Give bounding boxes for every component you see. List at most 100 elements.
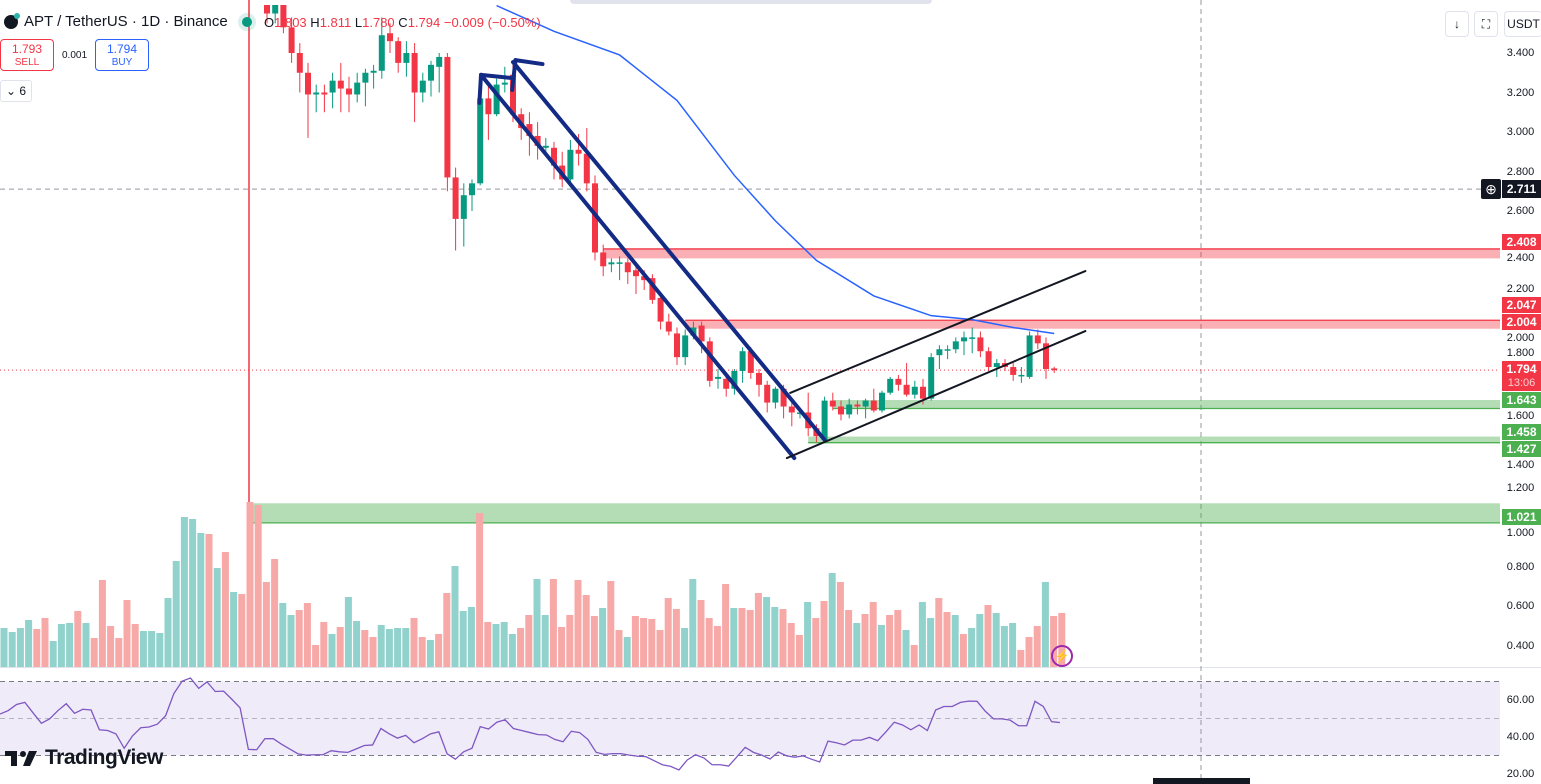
indicators-toggle[interactable]: ⌄ 6: [0, 80, 33, 102]
candle-body: [633, 270, 639, 277]
price-tick-label: 1.400: [1500, 457, 1541, 472]
price-tag-green: 1.643: [1502, 391, 1541, 408]
candle-body: [583, 153, 590, 184]
volume-bar: [525, 615, 533, 667]
sell-label: SELL: [14, 57, 40, 68]
volume-bar: [57, 624, 65, 667]
price-tick-label: 1.800: [1500, 345, 1541, 360]
volume-bar: [607, 581, 615, 667]
candle-body: [428, 64, 434, 81]
tradingview-logo[interactable]: TradingView: [5, 746, 163, 770]
candle-body: [1051, 368, 1058, 371]
volume-bar: [951, 615, 959, 667]
volume-bar: [254, 505, 262, 667]
market-status-icon[interactable]: [241, 16, 252, 27]
volume-bar: [853, 623, 861, 667]
volume-bar: [123, 600, 131, 667]
volume-bar: [1017, 650, 1025, 667]
add-alert-plus-icon[interactable]: ⊕: [1481, 179, 1501, 200]
zone-red: [603, 248, 1500, 259]
spread-value: 0.001: [61, 49, 88, 61]
volume-bar: [377, 625, 385, 667]
symbol-header[interactable]: APT / TetherUS · 1D · Binance: [4, 12, 260, 30]
scroll-to-latest-button[interactable]: ↓: [1445, 11, 1469, 37]
price-tick-label: 3.000: [1500, 125, 1541, 139]
volume-bar: [886, 615, 894, 667]
volume-bar: [722, 584, 730, 667]
candle-body: [329, 80, 336, 93]
lightning-icon[interactable]: ⚡: [1051, 645, 1073, 667]
candle-body: [395, 41, 402, 63]
volume-bar: [836, 582, 844, 667]
price-tick-label: 0.600: [1500, 599, 1541, 613]
candle-body: [780, 388, 787, 407]
moving-average-line: [496, 5, 1055, 335]
volume-bar: [910, 645, 918, 667]
volume-bar: [320, 622, 328, 667]
price-tag-crosshair: 2.711: [1502, 180, 1541, 199]
volume-bar: [312, 645, 320, 667]
candle-body: [1043, 343, 1049, 369]
symbol-title: APT / TetherUS · 1D · Binance: [24, 13, 228, 30]
volume-bar: [984, 605, 992, 667]
candle-body: [288, 27, 295, 53]
candle-body: [567, 149, 574, 180]
price-tag-value: 1.643: [1506, 392, 1537, 407]
indicator-count: 6: [19, 84, 27, 98]
fullscreen-icon: ⛶: [1481, 17, 1491, 31]
volume-bar: [918, 602, 926, 667]
candle-body: [739, 351, 746, 371]
currency-button[interactable]: USDT: [1504, 11, 1541, 37]
volume-bar: [230, 592, 238, 667]
rsi-tick-label: 20.00: [1500, 767, 1541, 781]
volume-bar: [820, 601, 828, 667]
volume-bar: [795, 635, 803, 667]
volume-bar: [410, 618, 418, 667]
candle-body: [846, 404, 853, 415]
candle-body: [419, 80, 426, 93]
fullscreen-button[interactable]: ⛶: [1474, 11, 1498, 37]
volume-bar: [49, 641, 57, 667]
volume-bar: [139, 631, 147, 667]
candle-body: [264, 5, 270, 14]
candle-body: [575, 149, 582, 154]
aptos-logo-icon: [4, 12, 20, 29]
candle-body: [616, 262, 623, 264]
candle-body: [592, 183, 598, 253]
volume-bar: [451, 566, 459, 667]
price-tag-green: 1.021: [1502, 509, 1541, 526]
price-tag-green: 1.427: [1502, 440, 1541, 457]
high-label: H: [310, 15, 320, 30]
volume-bar: [590, 616, 598, 667]
volume-bar: [1000, 626, 1008, 667]
volume-layer: [0, 502, 1066, 667]
volume-bar: [672, 609, 680, 667]
candle-body: [838, 406, 844, 415]
price-tag-red: 2.047: [1502, 296, 1541, 313]
volume-bar: [976, 614, 984, 667]
candle-body: [321, 92, 328, 95]
volume-bar: [517, 628, 525, 667]
candle-body: [829, 400, 836, 407]
volume-bar: [16, 628, 24, 667]
volume-bar: [631, 616, 639, 667]
volume-bar: [295, 610, 303, 667]
low-label: L: [354, 15, 363, 30]
buy-button[interactable]: 1.794 BUY: [95, 39, 149, 71]
volume-bar: [213, 568, 221, 667]
volume-bar: [435, 634, 443, 667]
volume-bar: [902, 630, 910, 667]
candle-body: [403, 53, 410, 63]
ohlc-readout: O1.803 H1.811 L1.780 C1.794 −0.009 (−0.5…: [264, 15, 541, 30]
top-handle[interactable]: [570, 0, 932, 4]
price-tag-value: 2.711: [1506, 182, 1537, 197]
volume-bar: [131, 624, 139, 667]
sell-button[interactable]: 1.793 SELL: [0, 39, 54, 71]
volume-bar: [164, 598, 172, 667]
volume-bar: [385, 629, 393, 667]
candle-body: [460, 195, 467, 219]
volume-bar: [1050, 616, 1058, 667]
volume-bar: [459, 611, 467, 667]
volume-bar: [238, 594, 246, 667]
